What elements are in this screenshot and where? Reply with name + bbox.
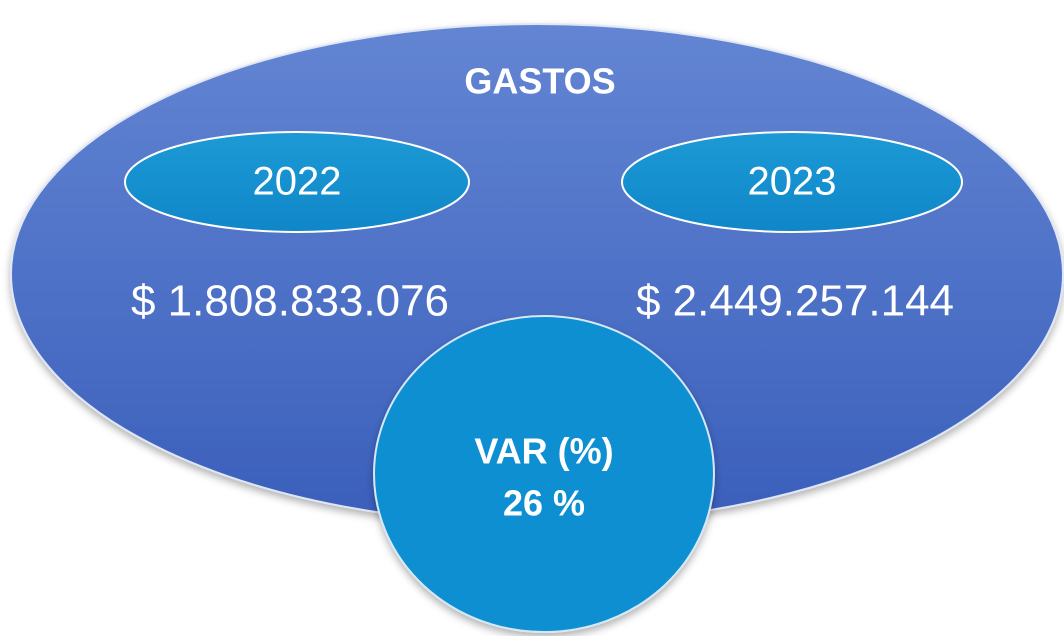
variation-value: 26 % (503, 483, 585, 524)
year-ellipse (621, 131, 963, 233)
amount: $ 1.808.833.076 (131, 277, 449, 326)
amount: $ 2.449.257.144 (636, 277, 954, 326)
year: 2022 (253, 160, 342, 204)
variation-label: VAR (%) (474, 431, 613, 472)
title: GASTOS (464, 61, 615, 102)
year-ellipse (124, 131, 470, 233)
variation-circle (373, 315, 715, 633)
year: 2023 (748, 160, 837, 204)
